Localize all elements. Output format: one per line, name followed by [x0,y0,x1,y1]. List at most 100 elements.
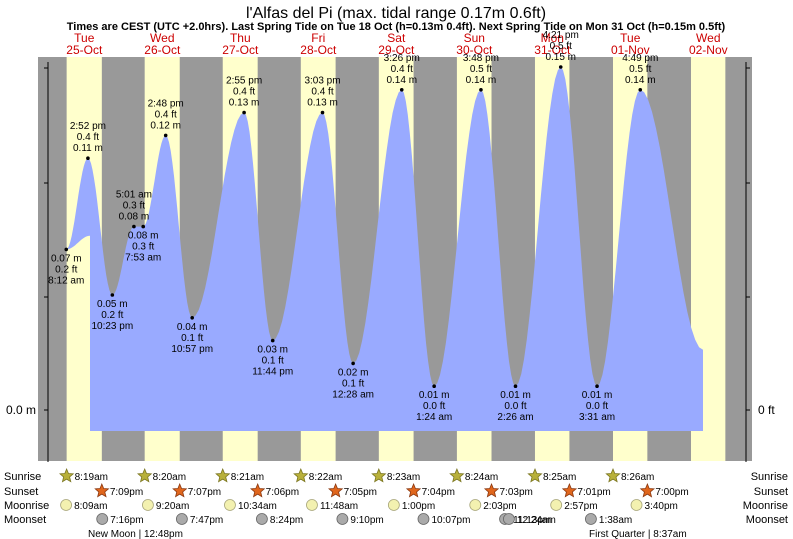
tide-area [66,67,704,431]
tide-ft: 0.4 ft [233,87,255,98]
moonrise-time: 8:09am [74,501,107,512]
moonset-event: 9:10pm [336,513,384,526]
sunrise-icon [136,467,153,483]
sunset-event: 7:07pm [172,482,221,498]
tide-time: 3:31 am [579,412,615,423]
moonrise-event: 9:20am [142,499,189,512]
tide-time: 7:53 am [125,253,161,264]
row-label-sunset-left: Sunset [4,486,38,498]
day-headers: Tue25-OctWed26-OctThu27-OctFri28-OctSat2… [66,31,727,57]
moonrise-event: 10:34am [224,499,277,512]
sunset-time: 7:04pm [422,487,455,498]
low-tide-marker: 0.01 m0.0 ft3:31 am [579,384,615,423]
tide-m: 0.01 m [500,390,531,401]
tide-point [432,384,436,389]
axis-ticks [44,67,750,411]
tide-m: 0.14 m [625,75,656,86]
sunrise-time: 8:26am [621,472,654,483]
moonset-time: 12:24am [517,515,556,526]
sunset-event: 7:03pm [483,482,533,498]
moonrise-time: 2:57pm [564,501,597,512]
sunrise-event: 8:22am [293,467,342,483]
sunrise-event: 8:20am [136,467,186,483]
high-tide-marker: 2:55 pm0.4 ft0.13 m [226,76,262,115]
tide-point [595,384,599,389]
day-date: 26-Oct [144,43,181,57]
high-tide-marker: 4:21 pm0.5 ft0.15 m [543,30,579,69]
moon-phase-first-quarter: First Quarter | 8:37am [589,529,687,539]
moonset-time: 1:38am [599,515,632,526]
day-date: 02-Nov [689,43,728,57]
moonset-icon [502,513,515,525]
moon-phase-label: First Quarter | 8:37am [589,529,687,539]
sunrise-time: 8:21am [231,472,264,483]
moonrise-icon [387,499,400,511]
day-date: 30-Oct [456,43,493,57]
sunset-icon [94,482,110,498]
sunrise-icon [449,467,465,483]
sunrise-time: 8:19am [75,472,108,483]
sunset-event: 7:01pm [561,482,611,498]
tide-time: 2:26 am [497,412,533,423]
sunset-time: 7:07pm [188,487,221,498]
tide-m: 0.14 m [466,75,497,86]
day-weekday: Tue [620,31,641,45]
sunset-icon [172,482,188,498]
moonset-time: 7:16pm [110,515,143,526]
moonrise-time: 10:34am [238,501,277,512]
tide-m: 0.08 m [128,231,159,242]
y-axis-left-label: 0.0 m [6,403,36,417]
moonset-time: 10:07pm [431,515,470,526]
tide-ft: 0.1 ft [262,356,284,367]
moon-phase-time: 8:37am [653,529,686,539]
tide-point [479,88,483,92]
tide-time: 2:48 pm [148,98,184,109]
tide-m: 0.03 m [257,345,288,356]
day-weekday: Wed [696,31,720,45]
row-label-moonset-left: Moonset [4,514,46,526]
tide-ft: 0.0 ft [586,401,608,412]
high-tide-marker: 5:01 am0.3 ft0.08 m [116,190,152,229]
tide-m: 0.11 m [73,143,103,154]
tide-m: 0.13 m [229,98,260,109]
water-area [66,67,704,431]
moonset-icon [96,513,109,525]
tide-time: 3:03 pm [304,76,340,87]
day-weekday: Wed [150,31,174,45]
sun-moon-events: 8:19am 8:20am 8:21am 8:22am 8:23am 8:24am 8:25… [59,467,689,526]
tide-ft: 0.2 ft [55,264,77,275]
tide-point [132,224,136,229]
sunrise-time: 8:24am [465,472,498,483]
moonrise-icon [60,499,72,511]
day-weekday: Tue [74,31,95,45]
tide-time: 4:49 pm [622,53,658,64]
moonrise-icon [630,499,643,511]
tide-ft: 0.5 ft [470,64,492,75]
moon-phase-name: New Moon [88,529,136,539]
tide-point [320,110,325,115]
moon-phase-time: 12:48pm [144,529,183,539]
moonrise-icon [224,499,236,511]
high-tide-marker: 4:49 pm0.5 ft0.14 m [622,53,658,92]
moonrise-time: 3:40pm [645,501,678,512]
tide-ft: 0.0 ft [423,401,445,412]
tide-time: 2:52 pm [70,121,106,132]
tide-point [86,156,90,160]
moonrise-event: 1:00pm [387,499,435,512]
tide-point [141,224,146,229]
tide-time: 4:21 pm [543,30,579,41]
tide-point [64,247,69,252]
moonrise-icon [550,499,563,511]
moonset-time: 8:24pm [270,515,303,526]
moonrise-time: 9:20am [156,501,189,512]
tide-m: 0.15 m [545,52,576,63]
sunset-icon [405,482,422,498]
moonset-event: 7:47pm [175,513,223,526]
sunset-icon [249,482,266,498]
